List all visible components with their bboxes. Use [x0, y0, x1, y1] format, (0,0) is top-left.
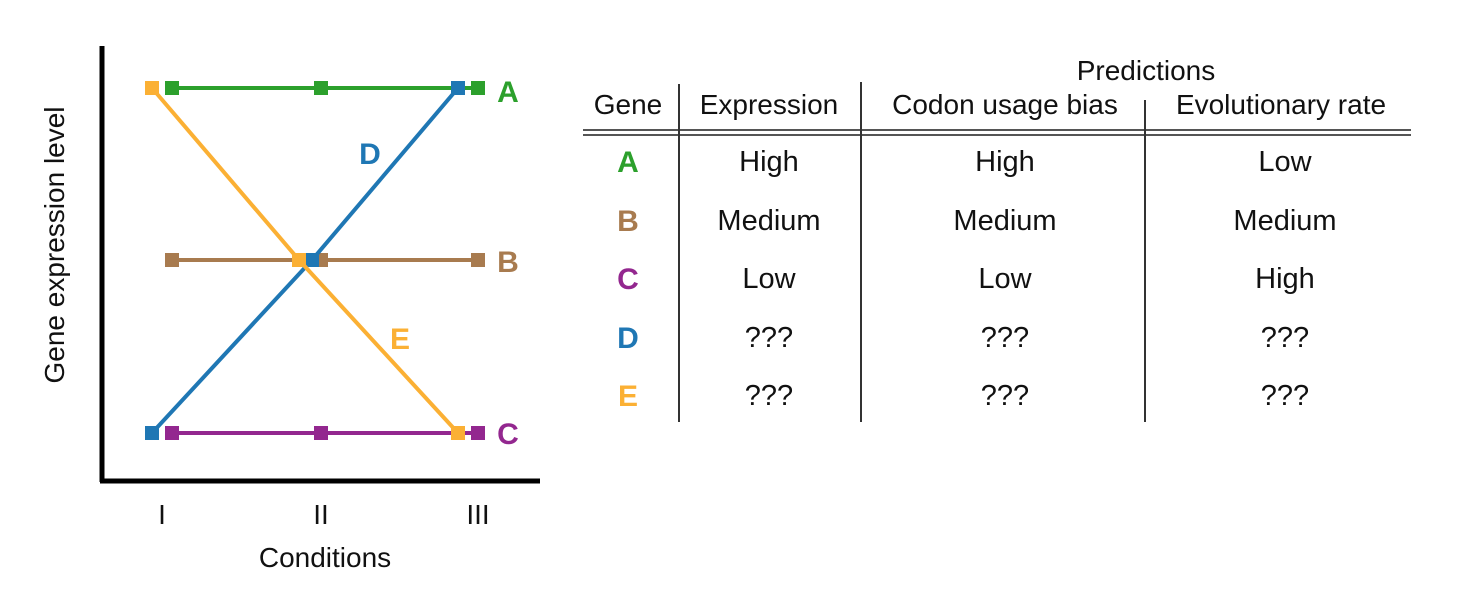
x-tick-label: III	[466, 499, 489, 530]
x-tick-label: II	[313, 499, 329, 530]
series-label-e: E	[390, 323, 410, 356]
series-c: C	[165, 418, 519, 451]
cell-expression: Low	[742, 263, 796, 295]
header-codon-usage-bias: Codon usage bias	[892, 89, 1118, 120]
column-divider-2	[860, 82, 862, 422]
x-tick-label: I	[158, 499, 166, 530]
cell-expression: ???	[744, 380, 794, 412]
cell-expression: Medium	[717, 205, 821, 237]
data-point	[314, 81, 328, 95]
cell-gene: C	[617, 263, 639, 296]
series-b: B	[165, 246, 519, 279]
cell-evo: Low	[1258, 146, 1312, 178]
cell-gene: E	[617, 380, 638, 413]
header-expression: Expression	[699, 89, 839, 120]
data-point	[471, 426, 485, 440]
series-d: D	[145, 81, 465, 440]
data-point	[471, 253, 485, 267]
column-divider-1	[678, 84, 680, 422]
header-evolutionary-rate: Evolutionary rate	[1175, 89, 1387, 120]
header-gene: Gene	[593, 89, 663, 120]
data-point	[165, 81, 179, 95]
cell-gene: D	[617, 322, 639, 355]
series-label-c: C	[497, 418, 519, 451]
series-label-a: A	[497, 76, 519, 109]
cell-gene: A	[617, 146, 639, 179]
x-axis-label: Conditions	[259, 542, 391, 573]
series-a: A	[165, 76, 519, 109]
data-point	[314, 426, 328, 440]
cell-codon: ???	[980, 322, 1030, 354]
data-point	[451, 426, 465, 440]
cell-evo: ???	[1260, 380, 1310, 412]
cell-expression: ???	[744, 322, 794, 354]
cell-codon: Low	[978, 263, 1032, 295]
cell-evo: High	[1255, 263, 1315, 295]
column-divider-3	[1144, 100, 1146, 422]
cell-codon: ???	[980, 380, 1030, 412]
data-point	[471, 81, 485, 95]
series-label-d: D	[359, 138, 381, 171]
data-point	[165, 253, 179, 267]
data-point	[305, 253, 319, 267]
cell-evo: ???	[1260, 322, 1310, 354]
series-e: E	[145, 81, 465, 440]
y-axis-label: Gene expression level	[39, 106, 70, 383]
data-point	[145, 81, 159, 95]
data-point	[165, 426, 179, 440]
cell-gene: B	[617, 205, 639, 238]
data-point	[451, 81, 465, 95]
cell-expression: High	[739, 146, 799, 178]
series-label-b: B	[497, 246, 519, 279]
series-layer: A B C D E	[145, 76, 519, 451]
data-point	[145, 426, 159, 440]
predictions-header: Predictions	[1076, 55, 1216, 86]
cell-codon: High	[975, 146, 1035, 178]
data-point	[292, 253, 306, 267]
cell-evo: Medium	[1233, 205, 1337, 237]
header-divider-bottom	[583, 134, 1411, 136]
cell-codon: Medium	[953, 205, 1057, 237]
header-divider-top	[583, 129, 1411, 131]
tick-layer: I II III	[158, 499, 490, 530]
